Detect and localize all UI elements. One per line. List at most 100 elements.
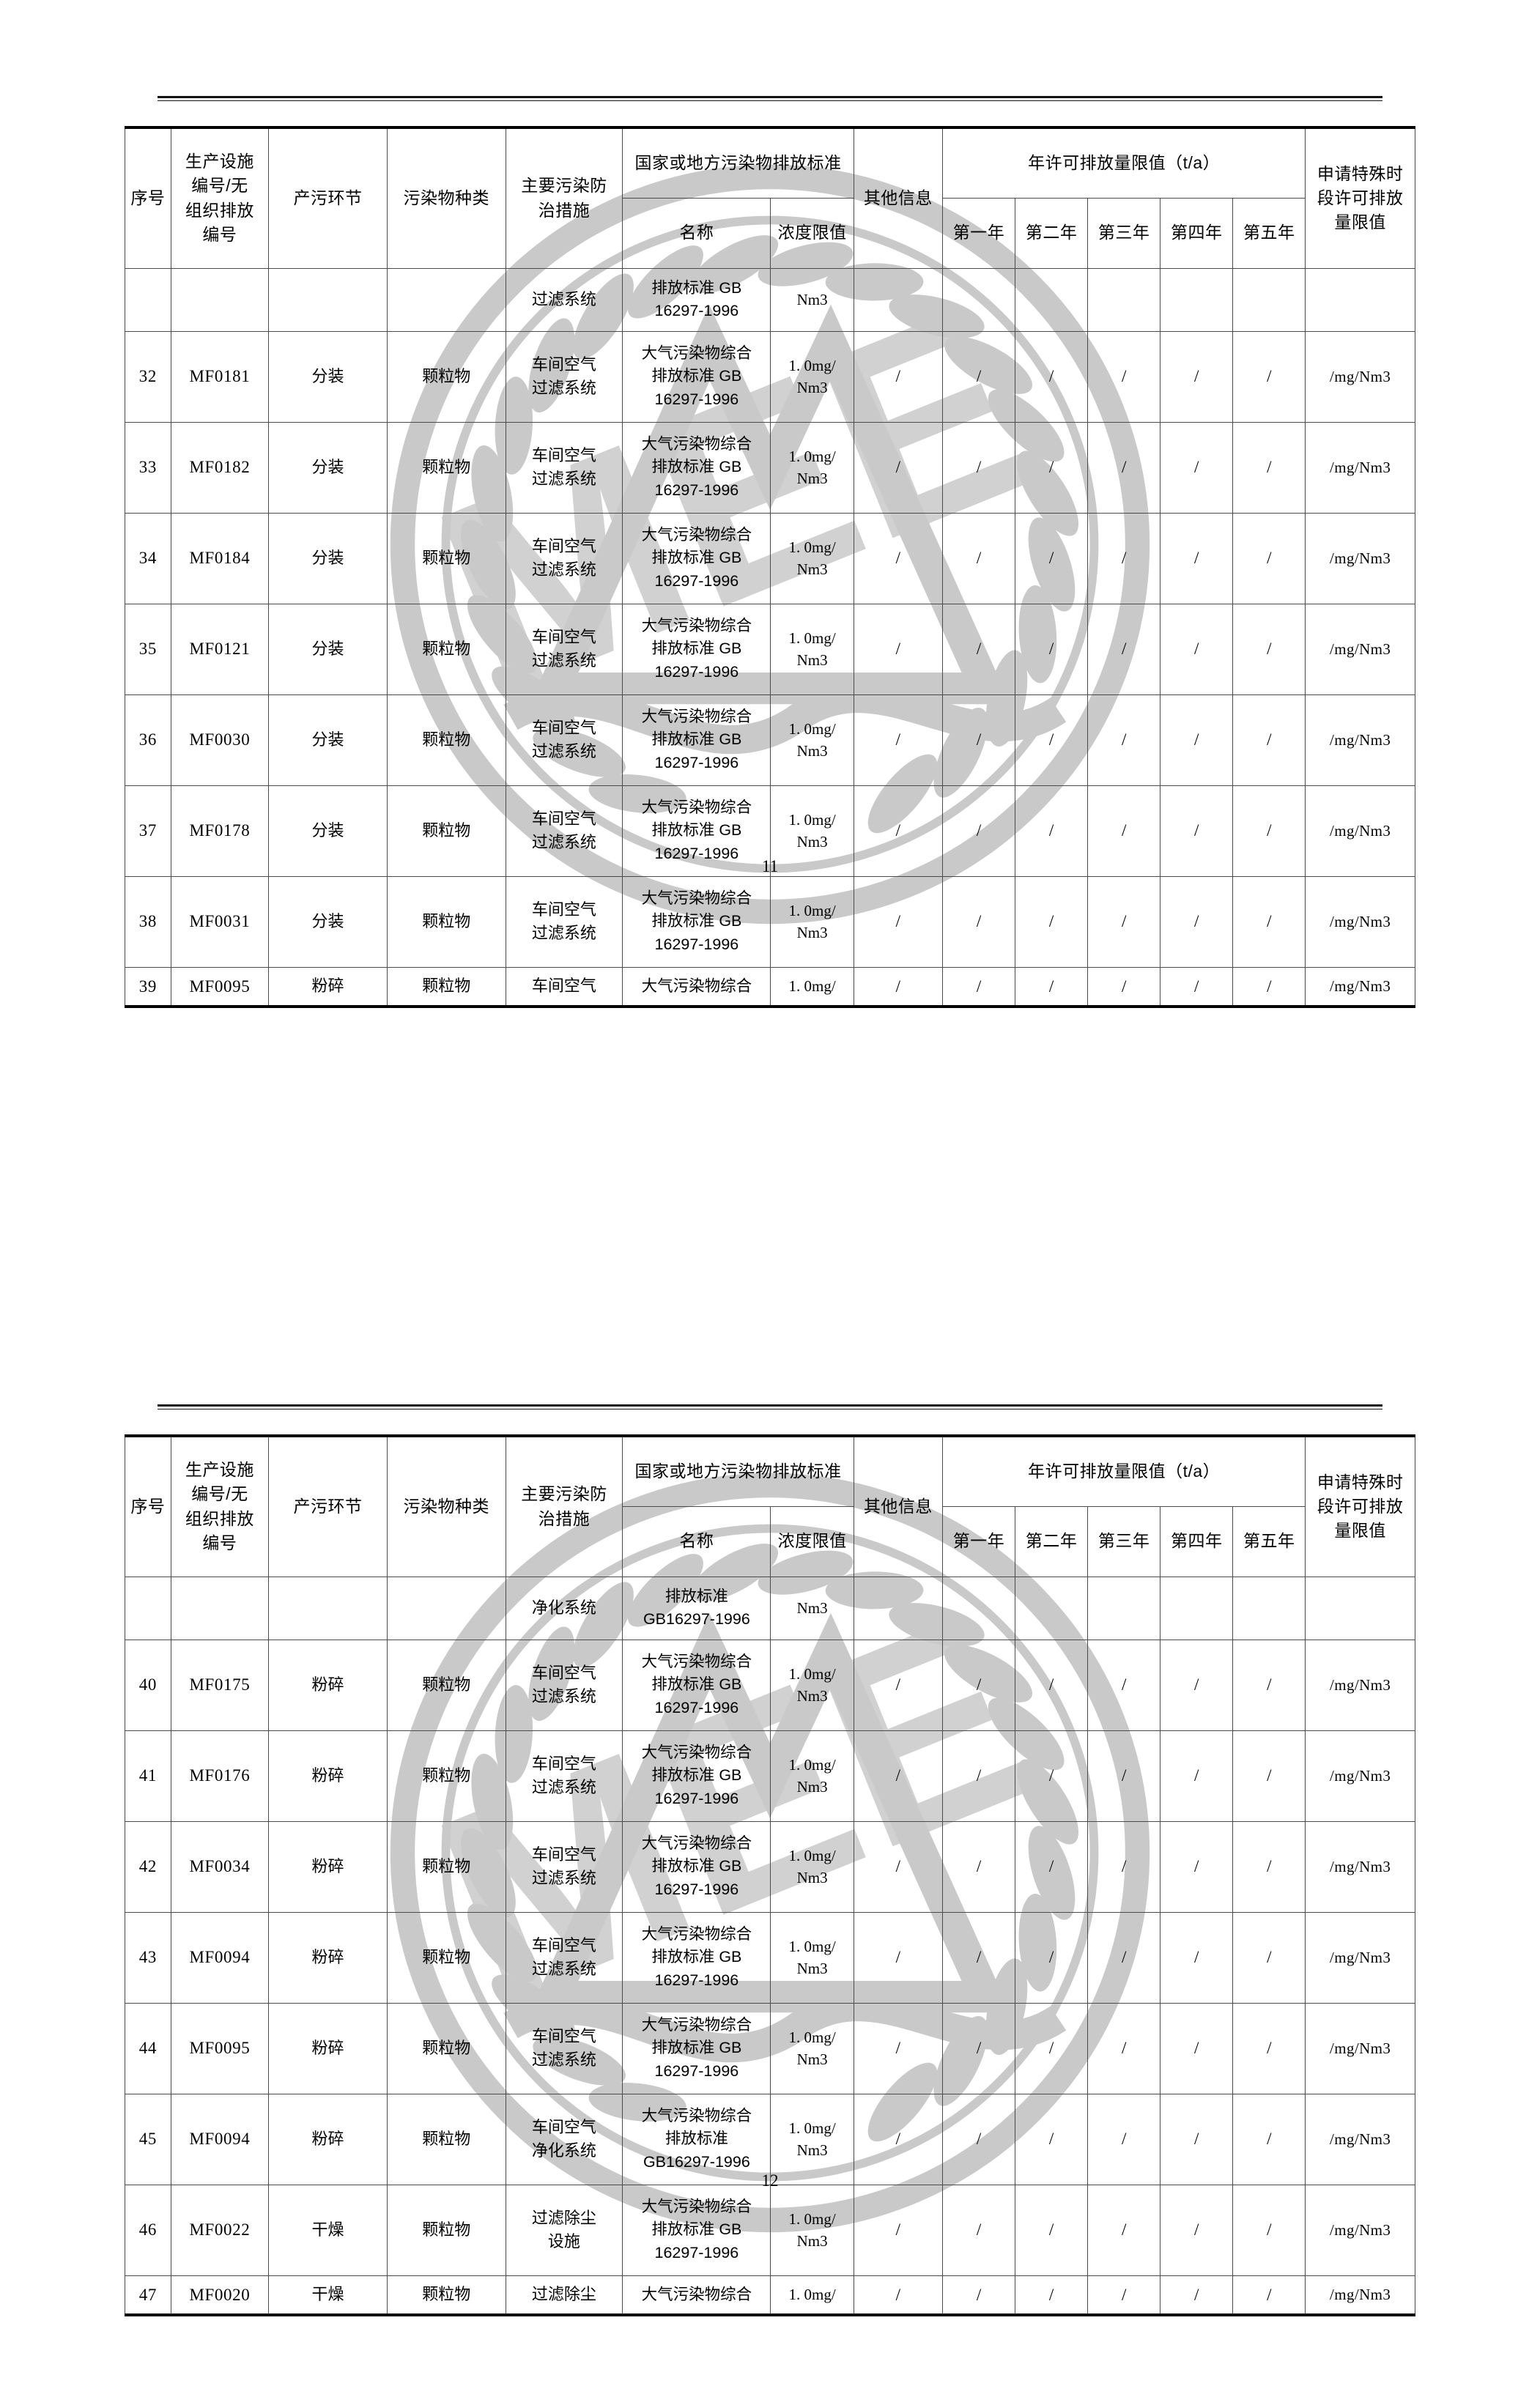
cell-link: 粉碎 xyxy=(268,1639,388,1731)
cell-year-5 xyxy=(1232,1576,1306,1640)
col-header-seq: 序号 xyxy=(125,1436,171,1577)
cell-pollutant: 颗粒物 xyxy=(386,1820,506,1913)
cell-year-2 xyxy=(1015,1576,1089,1640)
cell-special-limit: /mg/Nm3 xyxy=(1305,966,1415,1007)
cell-pollutant: 颗粒物 xyxy=(386,1730,506,1822)
page-number: 11 xyxy=(761,857,779,875)
cell-year-3: / xyxy=(1087,1639,1161,1731)
cell-year-2 xyxy=(1015,267,1089,332)
cell-line: 车间空气 xyxy=(531,628,596,647)
page-gap xyxy=(0,1089,1540,1308)
cell-line: 1. 0mg/ xyxy=(788,1846,836,1864)
cell-year-3: / xyxy=(1087,1730,1161,1822)
cell-line: 1. 0mg/ xyxy=(788,2028,836,2046)
document-page: MEE 序号 生产设施 编号/无 组织排放 编号 产污环节 污染物种类 主要污染防 治措施 国家或地… xyxy=(0,1308,1540,2397)
cell-year-4: / xyxy=(1160,330,1234,423)
cell-year-1 xyxy=(941,267,1016,332)
cell-conc-limit: 1. 0mg/Nm3 xyxy=(770,603,854,695)
cell-standard-name: 排放标准 GB 16297-1996 xyxy=(622,267,771,332)
col-header-standard-name: 名称 xyxy=(622,1505,771,1577)
cell-line: 排放标准 GB xyxy=(651,458,742,476)
cell-pollutant: 颗粒物 xyxy=(386,330,506,423)
cell-special-limit: /mg/Nm3 xyxy=(1305,2184,1415,2276)
cell-conc-limit: 1. 0mg/Nm3 xyxy=(770,421,854,514)
cell-link xyxy=(268,267,388,332)
cell-special-limit: /mg/Nm3 xyxy=(1305,421,1415,514)
cell-year-1: / xyxy=(941,694,1016,786)
cell-year-3 xyxy=(1087,267,1161,332)
cell-year-5: / xyxy=(1232,1820,1306,1913)
cell-control: 车间空气 过滤系统 xyxy=(505,694,623,786)
cell-special-limit: /mg/Nm3 xyxy=(1305,603,1415,695)
cell-line: 大气污染物综合 xyxy=(641,2107,752,2125)
cell-line: 排放标准 GB xyxy=(651,367,742,385)
cell-seq xyxy=(125,1576,171,1640)
cell-line: 排放标准 GB xyxy=(651,1948,742,1966)
document-page: MEE 序号 生产设施 编号/无 组织排放 编号 产污环节 污染物种类 主要污染防 治措施 国家或地… xyxy=(0,0,1540,1089)
cell-year-3: / xyxy=(1087,2275,1161,2315)
table-row: 43 MF0094 粉碎 颗粒物 车间空气 过滤系统 大气污染物综合 排放标准 GB 16297… xyxy=(125,1911,1415,2004)
cell-year-4: / xyxy=(1160,2184,1234,2276)
cell-year-1: / xyxy=(941,2184,1016,2276)
cell-year-5: / xyxy=(1232,421,1306,514)
cell-year-2: / xyxy=(1015,421,1089,514)
cell-line: 排放标准 GB xyxy=(651,912,742,930)
cell-control: 过滤除尘 设施 xyxy=(505,2184,623,2276)
cell-conc-limit: 1. 0mg/Nm3 xyxy=(770,330,854,423)
col-header-year-3: 第三年 xyxy=(1087,197,1161,269)
cell-special-limit xyxy=(1305,1576,1415,1640)
cell-line: Nm3 xyxy=(796,1869,828,1886)
table-row: 34 MF0184 分装 颗粒物 车间空气 过滤系统 大气污染物综合 排放标准 GB 16297… xyxy=(125,512,1415,604)
cell-seq: 42 xyxy=(125,1820,171,1913)
cell-line: 大气污染物综合 xyxy=(641,708,752,726)
cell-line: 16297-1996 xyxy=(654,1698,739,1716)
table-row: 41 MF0176 粉碎 颗粒物 车间空气 过滤系统 大气污染物综合 排放标准 GB 16297… xyxy=(125,1730,1415,1822)
cell-line: 过滤系统 xyxy=(531,560,596,579)
cell-line: 16297-1996 xyxy=(654,481,739,499)
cell-line: 大气污染物综合 xyxy=(641,1744,752,1762)
col-header-year-1: 第一年 xyxy=(941,1505,1016,1577)
cell-conc-limit: 1. 0mg/ xyxy=(770,966,854,1007)
cell-standard-name: 大气污染物综合 排放标准 GB 16297-1996 xyxy=(622,1730,771,1822)
col-header-year-4: 第四年 xyxy=(1160,197,1234,269)
cell-line: 16297-1996 xyxy=(654,571,739,590)
cell-line: 大气污染物综合 xyxy=(641,1653,752,1671)
cell-pollutant: 颗粒物 xyxy=(386,966,506,1007)
cell-line: Nm3 xyxy=(796,470,828,487)
cell-link: 分装 xyxy=(268,512,388,604)
cell-control: 车间空气 xyxy=(505,966,623,1007)
cell-link: 分装 xyxy=(268,330,388,423)
table-header-row-1: 序号 生产设施 编号/无 组织排放 编号 产污环节 污染物种类 主要污染防 治措施 国家或地方污染… xyxy=(125,1436,1415,1577)
cell-line: 过滤除尘 xyxy=(531,2209,596,2228)
cell-control: 车间空气 过滤系统 xyxy=(505,512,623,604)
cell-special-limit xyxy=(1305,267,1415,332)
cell-line: 车间空气 xyxy=(531,900,596,919)
col-header-year-1: 第一年 xyxy=(941,197,1016,269)
page-number: 12 xyxy=(761,2171,779,2190)
cell-year-2: / xyxy=(1015,2275,1089,2315)
cell-year-1: / xyxy=(941,603,1016,695)
cell-device-no: MF0184 xyxy=(170,512,270,604)
cell-line: 排放标准 GB xyxy=(651,1675,742,1694)
cell-year-4: / xyxy=(1160,2002,1234,2094)
table-row: 35 MF0121 分装 颗粒物 车间空气 过滤系统 大气污染物综合 排放标准 GB 16297… xyxy=(125,603,1415,695)
cell-year-2: / xyxy=(1015,1639,1089,1731)
cell-link: 分装 xyxy=(268,785,388,877)
cell-year-4: / xyxy=(1160,2275,1234,2315)
cell-other-info: / xyxy=(853,2002,943,2094)
cell-line: 净化系统 xyxy=(531,2141,596,2160)
cell-conc-limit: 1. 0mg/Nm3 xyxy=(770,2184,854,2276)
cell-seq: 38 xyxy=(125,875,171,968)
cell-special-limit: /mg/Nm3 xyxy=(1305,875,1415,968)
cell-other-info: / xyxy=(853,1820,943,1913)
cell-line: 1. 0mg/ xyxy=(788,1664,836,1683)
cell-line: 过滤系统 xyxy=(531,833,596,851)
cell-year-4 xyxy=(1160,1576,1234,1640)
cell-line: 大气污染物综合 xyxy=(641,435,752,453)
cell-control: 过滤系统 xyxy=(505,267,623,332)
cell-link: 分装 xyxy=(268,603,388,695)
cell-year-3: / xyxy=(1087,512,1161,604)
cell-year-1: / xyxy=(941,330,1016,423)
cell-year-1: / xyxy=(941,875,1016,968)
